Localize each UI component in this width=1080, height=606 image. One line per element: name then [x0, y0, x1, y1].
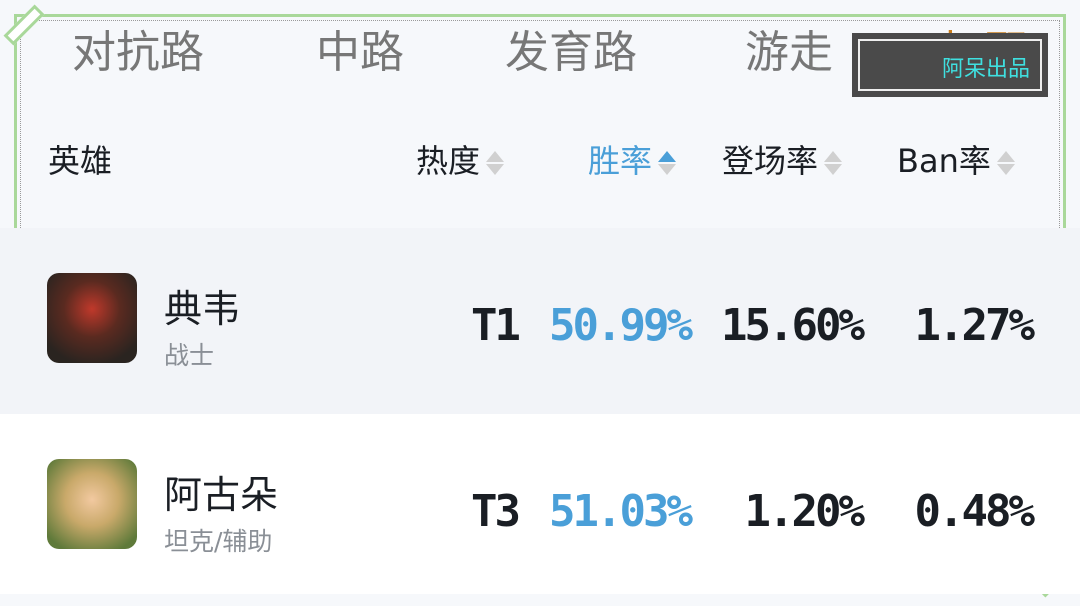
hero-role: 坦克/辅助 [164, 527, 273, 556]
hero-pickrate: 1.20% [744, 486, 865, 537]
hero-name: 典韦 [164, 287, 241, 331]
hero-tier: T3 [471, 486, 521, 537]
tab-bot-lane[interactable]: 发育路 [505, 27, 637, 78]
tab-roam[interactable]: 游走 [745, 27, 833, 78]
hero-avatar [47, 273, 137, 363]
hero-pickrate: 15.60% [721, 300, 865, 351]
hero-banrate: 1.27% [914, 300, 1035, 351]
col-heat[interactable]: 热度 [416, 136, 505, 182]
hero-tier: T1 [471, 300, 521, 351]
hero-name: 阿古朵 [164, 473, 279, 517]
sort-icon [996, 149, 1015, 177]
table-row[interactable]: 阿古朵 坦克/辅助 T3 51.03% 1.20% 0.48% [0, 414, 1080, 594]
hero-banrate: 0.48% [914, 486, 1035, 537]
table-row[interactable]: 典韦 战士 T1 50.99% 15.60% 1.27% [0, 228, 1080, 414]
sort-icon [486, 149, 505, 177]
hero-winrate: 50.99% [549, 300, 693, 351]
col-winrate[interactable]: 胜率 [588, 136, 677, 182]
col-pickrate[interactable]: 登场率 [722, 136, 843, 182]
watermark-badge: 阿呆出品 [852, 33, 1048, 97]
col-banrate[interactable]: Ban率 [897, 136, 1015, 182]
hero-role: 战士 [164, 341, 215, 370]
hero-avatar [47, 459, 137, 549]
sort-icon [824, 149, 843, 177]
tab-top-lane[interactable]: 对抗路 [72, 27, 204, 78]
tab-mid-lane[interactable]: 中路 [316, 27, 404, 78]
sort-asc-icon [658, 149, 677, 177]
col-hero: 英雄 [48, 142, 113, 180]
hero-winrate: 51.03% [549, 486, 693, 537]
